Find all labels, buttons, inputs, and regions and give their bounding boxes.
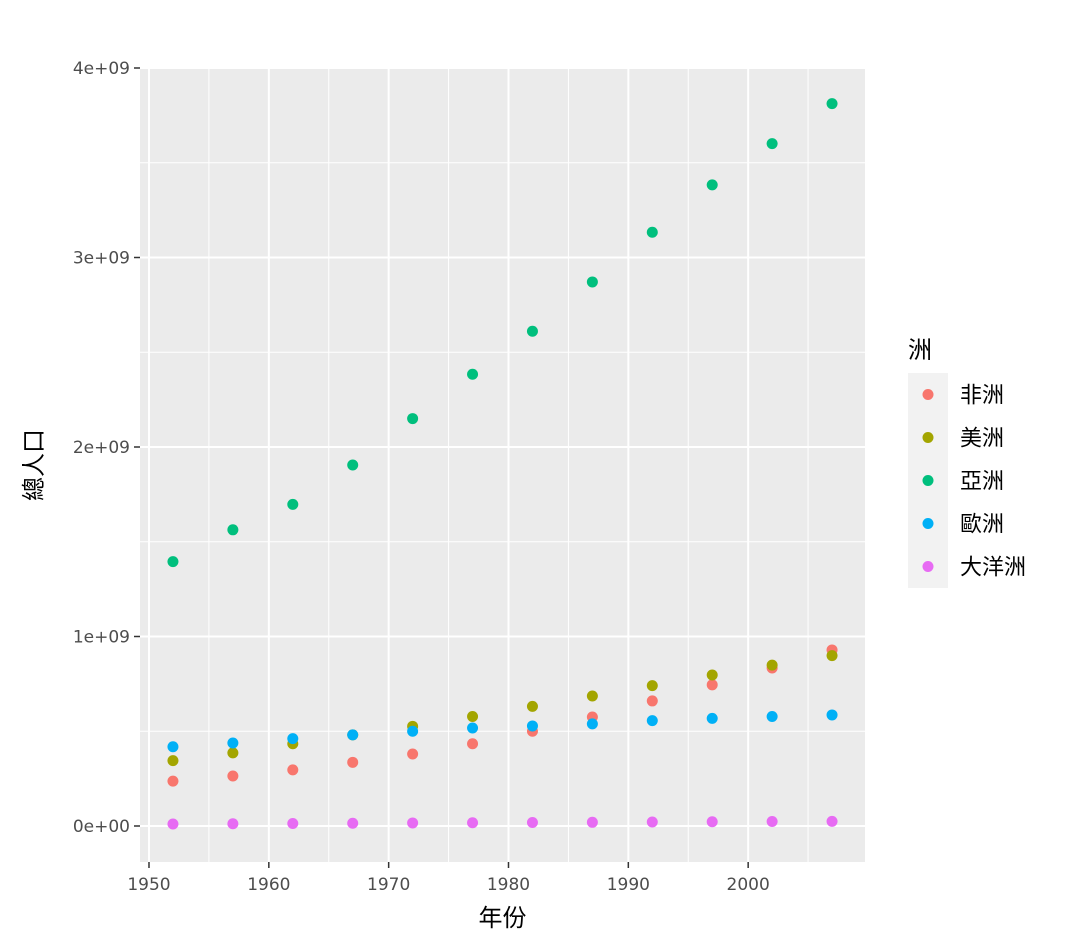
data-point (467, 738, 479, 750)
x-tick-label: 1960 (247, 875, 290, 895)
legend-key-point (922, 432, 934, 443)
x-tick-label: 2000 (727, 875, 770, 895)
y-tick-label: 2e+09 (73, 438, 130, 458)
data-point (766, 816, 778, 828)
data-point (227, 770, 239, 782)
data-point (826, 815, 838, 827)
data-point (167, 556, 179, 568)
axes: 1950 1960 1970 1980 1990 2000 0e+00 1e+09 2e+09 3… (73, 59, 770, 895)
x-tick-label: 1980 (487, 875, 530, 895)
legend-label: 非洲 (960, 384, 1004, 409)
legend-key-point (922, 561, 934, 572)
data-point (167, 755, 179, 767)
legend-label: 美洲 (960, 427, 1004, 452)
legend-key-point (922, 389, 934, 400)
data-point (227, 818, 239, 830)
data-point (646, 715, 658, 727)
data-point (407, 748, 419, 760)
data-point (407, 817, 419, 829)
data-point (287, 733, 299, 745)
data-point (227, 737, 239, 749)
y-tick-label: 0e+00 (73, 817, 130, 837)
data-point (347, 817, 359, 829)
legend-key-point (922, 475, 934, 486)
data-point (526, 817, 538, 829)
data-point (586, 690, 598, 702)
data-point (826, 709, 838, 721)
x-tick-label: 1950 (127, 875, 170, 895)
data-point (467, 817, 479, 829)
data-point (646, 695, 658, 707)
data-point (586, 718, 598, 730)
data-point (826, 98, 838, 110)
data-point (526, 700, 538, 712)
data-point (287, 817, 299, 829)
data-point (227, 524, 239, 536)
data-point (826, 650, 838, 662)
data-point (706, 179, 718, 191)
data-point (766, 138, 778, 150)
data-point (407, 725, 419, 737)
data-point (646, 226, 658, 238)
x-tick-label: 1970 (367, 875, 410, 895)
x-tick-label: 1990 (607, 875, 650, 895)
data-point (766, 710, 778, 722)
data-point (467, 368, 479, 380)
y-tick-label: 3e+09 (73, 248, 130, 268)
data-point (167, 818, 179, 830)
major-gridlines (140, 67, 865, 862)
data-point (646, 680, 658, 692)
data-point (706, 712, 718, 724)
data-point (287, 498, 299, 510)
data-point (706, 669, 718, 681)
data-point (167, 775, 179, 787)
data-point (167, 741, 179, 753)
data-point (526, 720, 538, 732)
data-point (467, 710, 479, 722)
legend-title: 洲 (908, 336, 932, 364)
data-point (766, 659, 778, 671)
data-point (227, 747, 239, 759)
legend-label: 亞洲 (960, 470, 1004, 495)
data-point (646, 816, 658, 828)
y-tick-label: 1e+09 (73, 627, 130, 647)
legend-key-point (922, 518, 934, 529)
data-point (526, 325, 538, 337)
data-point (467, 722, 479, 734)
y-tick-label: 4e+09 (73, 59, 130, 79)
data-point (706, 679, 718, 691)
data-point (407, 413, 419, 425)
data-point (586, 276, 598, 288)
legend-label: 大洋洲 (960, 556, 1026, 581)
legend-label: 歐洲 (960, 513, 1004, 538)
data-point (347, 729, 359, 741)
data-points (167, 98, 838, 830)
data-point (586, 816, 598, 828)
minor-gridlines (140, 68, 865, 862)
data-point (287, 764, 299, 776)
y-axis-title: 總人口 (20, 429, 48, 501)
data-point (347, 756, 359, 768)
x-axis-title: 年份 (479, 904, 527, 932)
data-point (347, 459, 359, 471)
plot-panel (140, 68, 865, 862)
data-point (706, 816, 718, 828)
